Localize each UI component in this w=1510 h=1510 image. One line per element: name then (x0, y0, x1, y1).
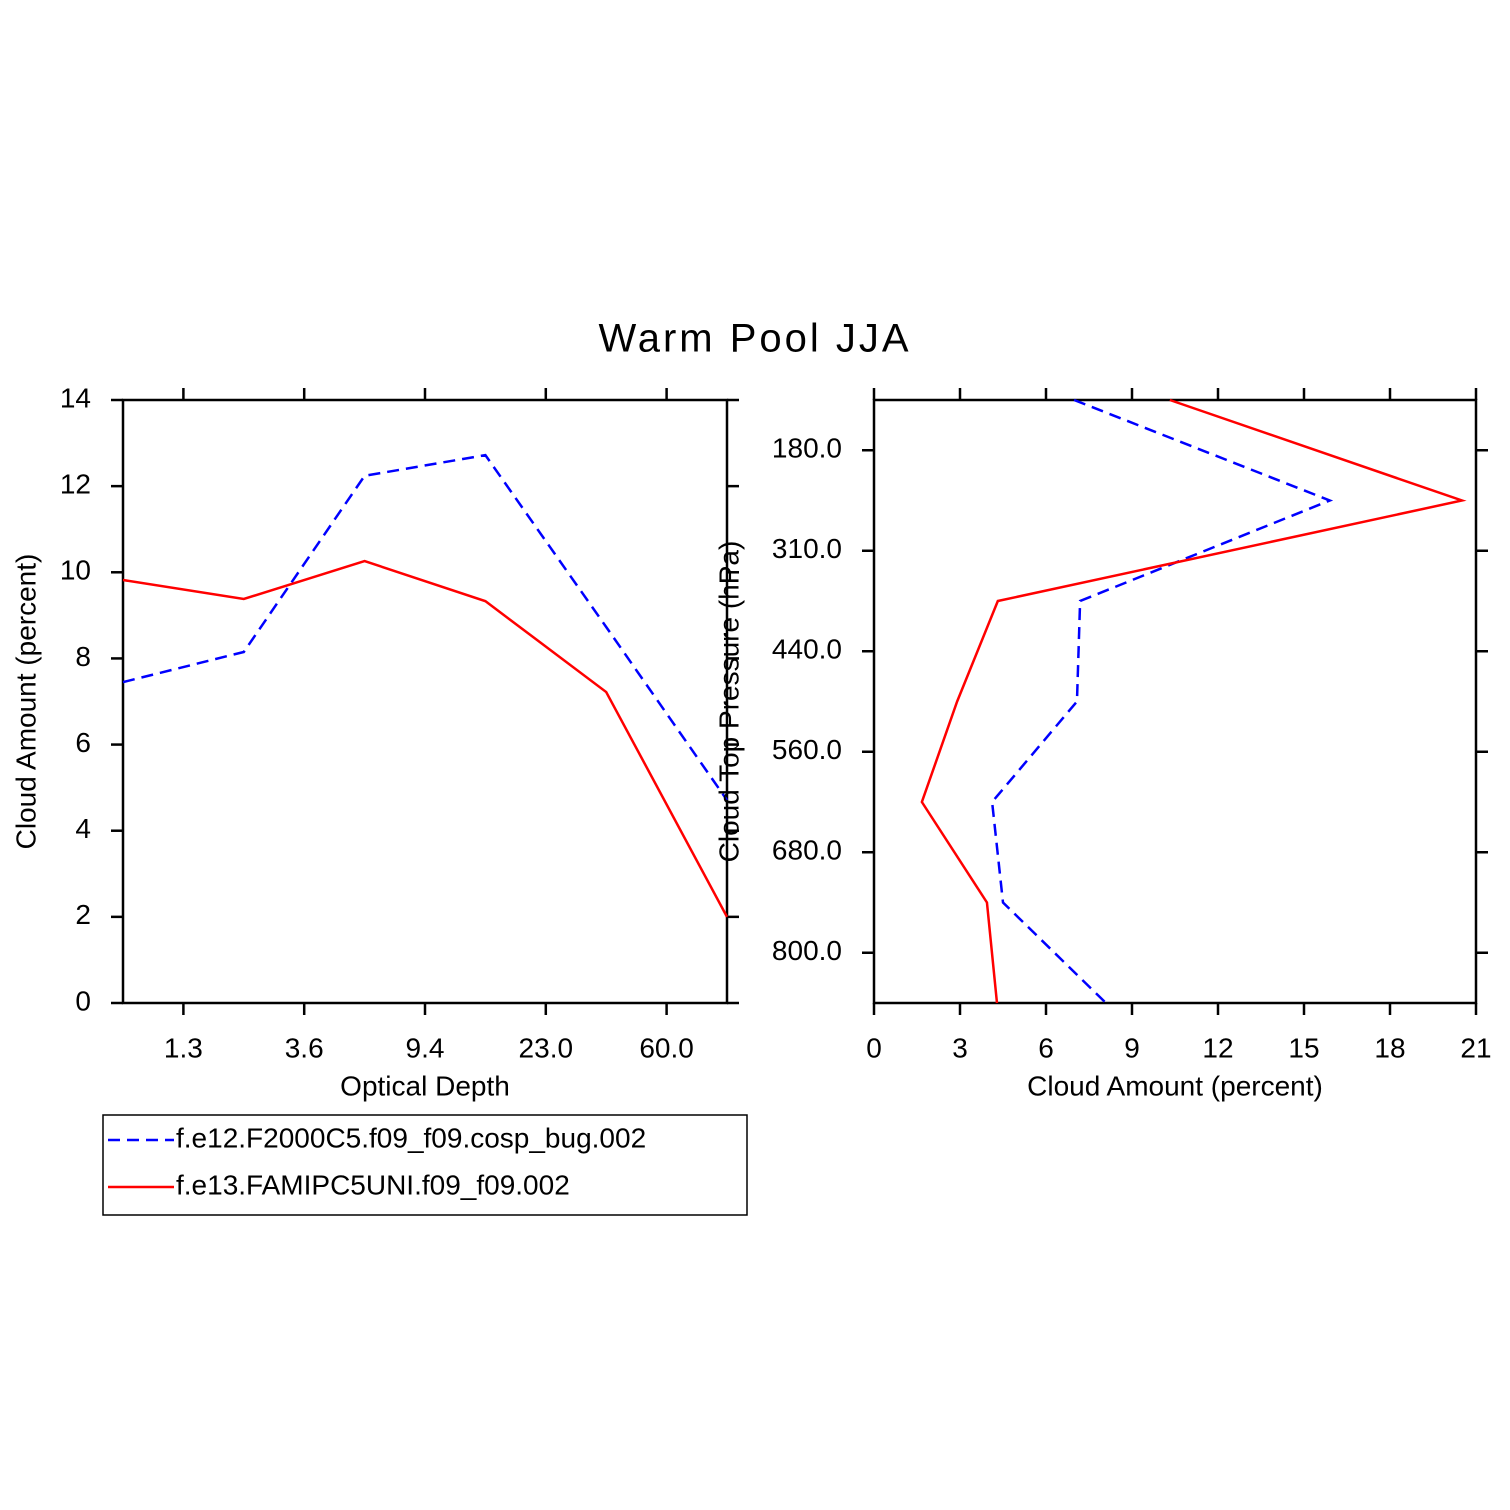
y-axis-label: Cloud Top Pressure (hPa) (713, 541, 744, 863)
x-axis-label: Optical Depth (340, 1070, 510, 1101)
x-tick-label: 3.6 (285, 1032, 324, 1063)
legend-box (102, 1114, 748, 1216)
y-tick-label: 12 (60, 469, 91, 500)
legend-label: f.e13.FAMIPC5UNI.f09_f09.002 (176, 1169, 570, 1200)
y-tick-label: 440.0 (772, 634, 842, 665)
x-tick-label: 0 (866, 1032, 882, 1063)
y-tick-label: 310.0 (772, 533, 842, 564)
x-tick-label: 1.3 (164, 1032, 203, 1063)
x-tick-label: 12 (1202, 1032, 1233, 1063)
x-tick-label: 15 (1288, 1032, 1319, 1063)
x-tick-label: 3 (952, 1032, 968, 1063)
x-tick-label: 6 (1038, 1032, 1054, 1063)
series-line (122, 559, 729, 918)
x-tick-label: 18 (1374, 1032, 1405, 1063)
y-tick-label: 680.0 (772, 835, 842, 866)
y-tick-label: 180.0 (772, 433, 842, 464)
x-tick-label: 23.0 (519, 1032, 574, 1063)
series-line (990, 398, 1334, 1004)
x-tick-label: 9.4 (406, 1032, 445, 1063)
y-tick-label: 6 (75, 727, 91, 758)
y-tick-label: 800.0 (772, 935, 842, 966)
x-tick-label: 60.0 (639, 1032, 694, 1063)
y-tick-label: 2 (75, 899, 91, 930)
x-axis-label: Cloud Amount (percent) (1027, 1070, 1323, 1101)
y-tick-label: 14 (60, 382, 91, 413)
x-tick-label: 9 (1124, 1032, 1140, 1063)
y-axis-label: Cloud Amount (percent) (10, 554, 41, 850)
y-tick-label: 0 (75, 985, 91, 1016)
y-tick-label: 560.0 (772, 734, 842, 765)
series-line (122, 453, 729, 801)
series-line (920, 398, 1467, 1004)
legend-label: f.e12.F2000C5.f09_f09.cosp_bug.002 (176, 1122, 646, 1153)
y-tick-label: 10 (60, 555, 91, 586)
x-tick-label: 21 (1460, 1032, 1491, 1063)
y-tick-label: 8 (75, 641, 91, 672)
plot-frame (872, 398, 1478, 1005)
y-tick-label: 4 (75, 813, 91, 844)
chart-title: Warm Pool JJA (598, 317, 911, 361)
